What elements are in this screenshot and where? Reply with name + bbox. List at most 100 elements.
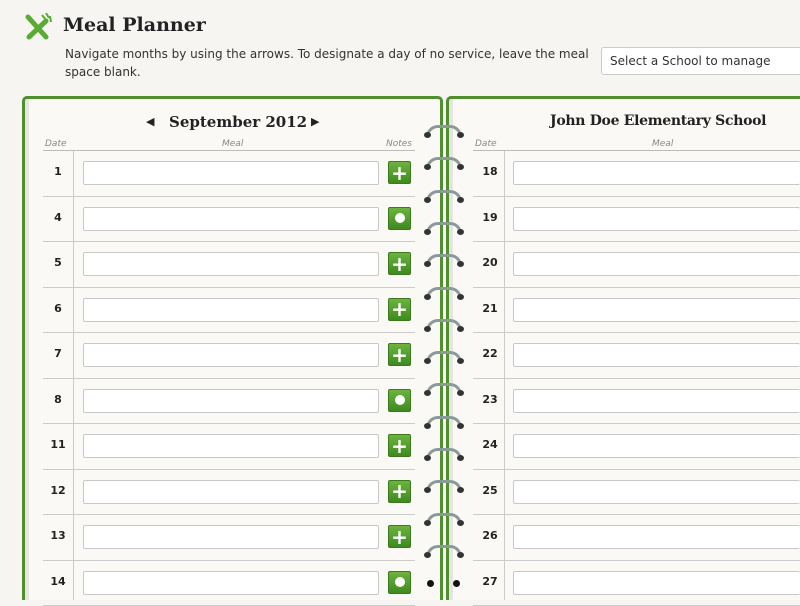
meal-row: 26 — [473, 515, 800, 561]
meal-input[interactable] — [513, 207, 800, 231]
month-title: September 2012 — [169, 113, 307, 131]
date-header: Date — [475, 139, 497, 149]
spiral-ring — [426, 513, 462, 525]
day-number: 21 — [475, 302, 505, 315]
meal-input[interactable] — [513, 343, 800, 367]
meal-row: 8 — [43, 379, 415, 425]
view-note-button[interactable] — [388, 207, 411, 230]
meal-input[interactable] — [513, 389, 800, 413]
meal-input[interactable] — [83, 343, 379, 367]
meal-input[interactable] — [83, 298, 379, 322]
spiral-ring — [426, 287, 462, 299]
meal-row: 19 — [473, 197, 800, 243]
day-number: 7 — [43, 347, 73, 360]
school-select[interactable]: Select a School to manage — [601, 47, 800, 75]
meal-row: 24 — [473, 424, 800, 470]
day-number: 1 — [43, 165, 73, 178]
day-number: 22 — [475, 347, 505, 360]
plus-icon: + — [391, 481, 408, 501]
meal-input[interactable] — [513, 525, 800, 549]
view-note-button[interactable] — [388, 389, 411, 412]
plus-icon: + — [391, 345, 408, 365]
spiral-ring — [426, 416, 462, 428]
meal-row: 1 + — [43, 151, 415, 197]
meal-input[interactable] — [513, 252, 800, 276]
notes-header: Notes — [386, 139, 412, 149]
spiral-ring — [426, 480, 462, 492]
day-number: 25 — [475, 484, 505, 497]
meal-row: 6 + — [43, 288, 415, 334]
fork-knife-icon — [24, 13, 52, 41]
view-note-button[interactable] — [388, 571, 411, 594]
meal-input[interactable] — [513, 434, 800, 458]
meal-row: 18 — [473, 151, 800, 197]
meal-header: Meal — [222, 139, 243, 149]
add-note-button[interactable]: + — [388, 298, 411, 321]
binder-hole — [453, 580, 460, 587]
day-number: 6 — [43, 302, 73, 315]
day-number: 24 — [475, 438, 505, 451]
right-page: John Doe Elementary School Date Meal 18 … — [446, 96, 800, 600]
plus-icon: + — [391, 436, 408, 456]
day-number: 5 — [43, 256, 73, 269]
meal-input[interactable] — [513, 571, 800, 595]
meal-row: 4 — [43, 197, 415, 243]
add-note-button[interactable]: + — [388, 480, 411, 503]
meal-row: 20 — [473, 242, 800, 288]
day-number: 26 — [475, 529, 505, 542]
meal-input[interactable] — [513, 161, 800, 185]
meal-row: 7 + — [43, 333, 415, 379]
add-note-button[interactable]: + — [388, 343, 411, 366]
meal-row: 21 — [473, 288, 800, 334]
add-note-button[interactable]: + — [388, 252, 411, 275]
circle-icon — [395, 577, 405, 587]
meal-input[interactable] — [83, 525, 379, 549]
school-title: John Doe Elementary School — [550, 113, 766, 129]
binder-hole — [427, 580, 434, 587]
meal-input[interactable] — [83, 161, 379, 185]
meal-input[interactable] — [83, 571, 379, 595]
meal-row: 11 + — [43, 424, 415, 470]
page-title: Meal Planner — [63, 14, 206, 36]
meal-input[interactable] — [513, 480, 800, 504]
plus-icon: + — [391, 527, 408, 547]
day-number: 14 — [43, 575, 73, 588]
spiral-ring — [426, 254, 462, 266]
day-number: 11 — [43, 438, 73, 451]
meal-row: 5 + — [43, 242, 415, 288]
add-note-button[interactable]: + — [388, 434, 411, 457]
spiral-ring — [426, 222, 462, 234]
date-header: Date — [45, 139, 67, 149]
day-number: 20 — [475, 256, 505, 269]
day-number: 4 — [43, 211, 73, 224]
meal-input[interactable] — [513, 298, 800, 322]
prev-month-arrow[interactable]: ◀ — [146, 115, 154, 128]
meal-row: 22 — [473, 333, 800, 379]
plus-icon: + — [391, 299, 408, 319]
meal-row: 12 + — [43, 470, 415, 516]
day-number: 19 — [475, 211, 505, 224]
plus-icon: + — [391, 163, 408, 183]
day-number: 12 — [43, 484, 73, 497]
left-page: ◀ September 2012 ▶ Date Meal Notes 1 + 4… — [22, 96, 443, 600]
meal-input[interactable] — [83, 389, 379, 413]
add-note-button[interactable]: + — [388, 161, 411, 184]
meal-row: 27 — [473, 561, 800, 606]
meal-row: 13 + — [43, 515, 415, 561]
spiral-ring — [426, 125, 462, 137]
meal-input[interactable] — [83, 434, 379, 458]
meal-header: Meal — [652, 139, 673, 149]
meal-input[interactable] — [83, 207, 379, 231]
spiral-ring — [426, 545, 462, 557]
circle-icon — [395, 395, 405, 405]
meal-row: 23 — [473, 379, 800, 425]
spiral-ring — [426, 351, 462, 363]
next-month-arrow[interactable]: ▶ — [311, 115, 319, 128]
meal-input[interactable] — [83, 480, 379, 504]
circle-icon — [395, 213, 405, 223]
spiral-ring — [426, 448, 462, 460]
meal-input[interactable] — [83, 252, 379, 276]
day-number: 27 — [475, 575, 505, 588]
spiral-ring — [426, 157, 462, 169]
add-note-button[interactable]: + — [388, 525, 411, 548]
